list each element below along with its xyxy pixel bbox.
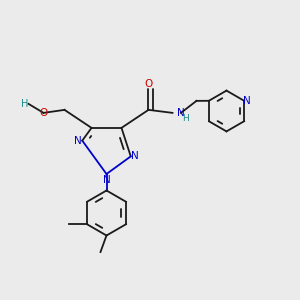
Text: N: N (177, 108, 185, 118)
Text: N: N (74, 136, 82, 146)
Text: O: O (39, 108, 48, 118)
Text: H: H (21, 99, 28, 109)
Text: H: H (182, 114, 189, 123)
Text: N: N (243, 96, 251, 106)
Text: N: N (103, 175, 110, 185)
Text: O: O (144, 80, 153, 89)
Text: N: N (131, 152, 139, 161)
